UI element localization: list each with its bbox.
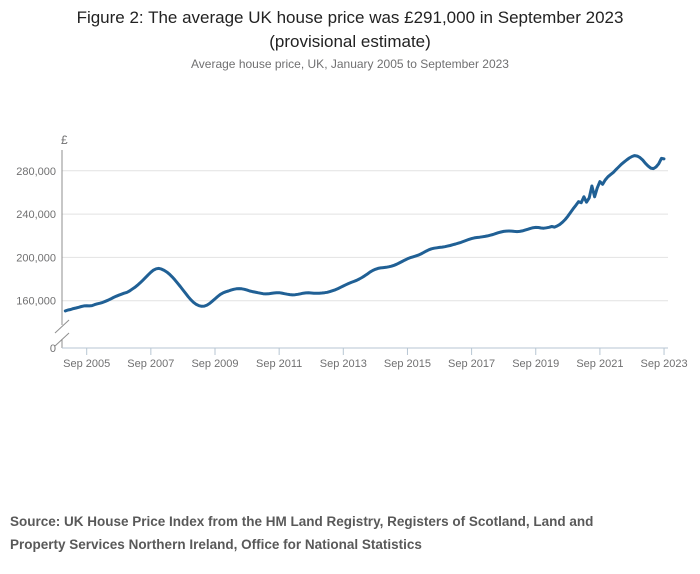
chart-area: Sep 2005 Sep 2007 Sep 2009 Sep 2011 Sep 2013… — [0, 120, 700, 380]
x-tick-label: Sep 2007 — [127, 358, 174, 370]
chart-title-line1: Figure 2: The average UK house price was… — [76, 8, 624, 27]
price-line-chart: Sep 2005 Sep 2007 Sep 2009 Sep 2011 Sep 2013… — [16, 133, 688, 370]
x-tick-label: Sep 2013 — [320, 358, 367, 370]
x-tick-label: Sep 2019 — [512, 358, 559, 370]
y-axis — [54, 150, 70, 348]
source-note: Source: UK House Price Index from the HM… — [10, 510, 670, 556]
x-tick-label: Sep 2005 — [63, 358, 110, 370]
x-tick-label: Sep 2015 — [384, 358, 431, 370]
x-axis: Sep 2005 Sep 2007 Sep 2009 Sep 2011 Sep 2013… — [62, 347, 688, 370]
y-tick-label: 200,000 — [16, 252, 56, 264]
chart-title: Figure 2: The average UK house price was… — [0, 6, 700, 54]
source-note-line2: Property Services Northern Ireland, Offi… — [10, 537, 422, 552]
chart-title-line2: (provisional estimate) — [269, 32, 431, 51]
x-tick-label: Sep 2023 — [640, 358, 687, 370]
y-tick-label: 280,000 — [16, 166, 56, 178]
y-axis-unit-label: £ — [61, 133, 68, 147]
x-tick-label: Sep 2021 — [576, 358, 623, 370]
source-note-line1: Source: UK House Price Index from the HM… — [10, 514, 594, 529]
y-tick-label: 240,000 — [16, 209, 56, 221]
y-axis-labels: 160,000 200,000 240,000 280,000 0 £ — [16, 133, 68, 355]
axis-break-icon — [54, 319, 70, 347]
chart-subtitle: Average house price, UK, January 2005 to… — [191, 57, 509, 71]
house-price-series-line — [63, 154, 666, 313]
gridlines — [62, 170, 668, 302]
x-tick-label: Sep 2017 — [448, 358, 495, 370]
x-tick-label: Sep 2009 — [191, 358, 238, 370]
y-tick-label: 160,000 — [16, 296, 56, 308]
y-zero-label: 0 — [50, 343, 56, 355]
x-tick-label: Sep 2011 — [256, 358, 302, 370]
